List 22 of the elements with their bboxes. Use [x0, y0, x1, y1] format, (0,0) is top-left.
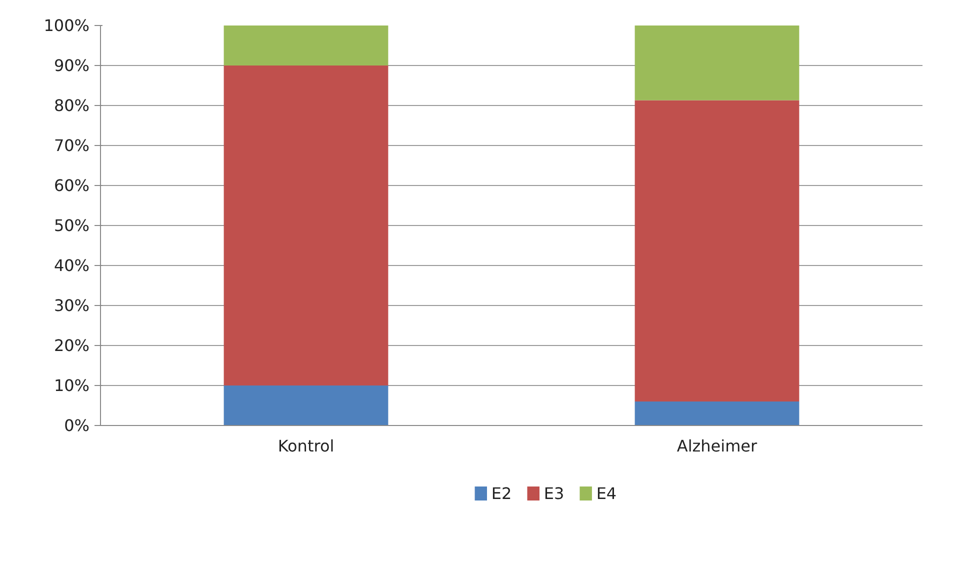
legend-label: E2: [491, 484, 512, 503]
bar: [634, 26, 800, 100]
y-tick-label: 80%: [54, 96, 90, 115]
y-tick-label: 90%: [54, 56, 90, 75]
bar: [224, 26, 388, 66]
y-tick-label: 0%: [64, 416, 90, 435]
y-tick-label: 10%: [54, 376, 90, 395]
y-tick-label: 60%: [54, 176, 90, 195]
legend-label: E4: [596, 484, 617, 503]
y-tick-label: 70%: [54, 136, 90, 155]
bar: [634, 100, 800, 402]
bar: [634, 402, 800, 426]
x-tick-label: Alzheimer: [676, 436, 758, 456]
y-tick-label: 100%: [44, 16, 90, 35]
bar: [224, 66, 388, 386]
y-tick-label: 20%: [54, 336, 90, 355]
legend-label: E3: [544, 484, 564, 503]
y-tick-label: 30%: [54, 296, 90, 315]
y-tick-label: 40%: [54, 256, 90, 275]
y-tick-label: 50%: [54, 216, 90, 235]
bar: [224, 386, 388, 426]
x-tick-label: Kontrol: [278, 436, 334, 456]
